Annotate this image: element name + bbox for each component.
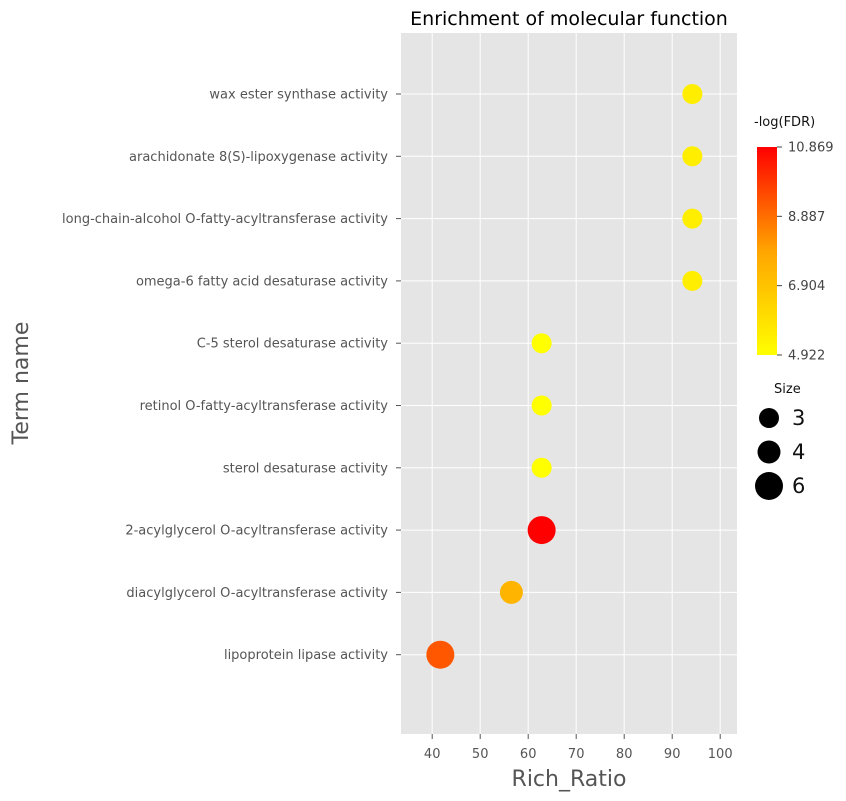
y-tick-label: wax ester synthase activity (209, 88, 388, 103)
x-tick-label: 90 (664, 747, 681, 762)
x-tick-label: 70 (568, 747, 585, 762)
size-legend-label: 6 (792, 474, 805, 498)
x-axis-label: Rich_Ratio (512, 767, 627, 792)
plot-panel (401, 33, 737, 734)
size-legend-label: 3 (792, 406, 805, 430)
x-tick-label: 100 (708, 747, 733, 762)
x-tick-label: 80 (616, 747, 633, 762)
colorbar-tick-label: 10.869 (788, 141, 834, 156)
size-legend-title: Size (774, 382, 801, 397)
colorbar-ticks: 10.869 8.887 6.904 4.922 (777, 141, 834, 364)
y-axis-label: Term name (9, 322, 34, 446)
data-point (531, 395, 552, 416)
colorbar-legend: -log(FDR) 10.869 8.887 6.904 4.922 (754, 115, 834, 364)
data-point (531, 333, 552, 354)
x-axis-ticks: 40 50 60 70 80 90 100 (424, 734, 733, 762)
colorbar-title: -log(FDR) (754, 115, 815, 130)
grid-lines (401, 33, 737, 734)
size-legend: Size 3 4 6 (755, 382, 805, 500)
y-tick-label: 2-acylglycerol O-acyltransferase activit… (125, 524, 388, 539)
data-point (531, 457, 552, 478)
colorbar-tick-label: 8.887 (788, 210, 825, 225)
y-axis-ticks: wax ester synthase activity arachidonate … (62, 88, 401, 663)
chart-title: Enrichment of molecular function (410, 8, 728, 30)
data-point (682, 84, 703, 104)
size-legend-marker (757, 440, 781, 464)
data-point (426, 640, 455, 669)
data-point (499, 580, 523, 604)
data-point (682, 208, 703, 229)
x-tick-label: 40 (424, 747, 441, 762)
data-point (527, 516, 556, 545)
data-point (682, 146, 703, 167)
y-tick-label: C-5 sterol desaturase activity (197, 337, 389, 352)
size-legend-label: 4 (792, 440, 805, 464)
y-tick-label: omega-6 fatty acid desaturase activity (136, 274, 388, 289)
y-tick-label: diacylglycerol O-acyltransferase activit… (126, 586, 388, 601)
x-tick-label: 60 (520, 747, 537, 762)
colorbar-tick-label: 6.904 (788, 279, 825, 294)
data-points (426, 84, 703, 669)
x-tick-label: 50 (472, 747, 489, 762)
y-tick-label: long-chain-alcohol O-fatty-acyltransfera… (62, 212, 388, 227)
colorbar-tick-label: 4.922 (788, 349, 825, 364)
data-point (682, 270, 703, 291)
size-legend-marker (755, 472, 783, 500)
size-legend-marker (759, 408, 779, 428)
y-tick-label: sterol desaturase activity (223, 461, 388, 476)
y-tick-label: retinol O-fatty-acyltransferase activity (140, 399, 389, 414)
colorbar-gradient (757, 147, 777, 355)
y-tick-label: arachidonate 8(S)-lipoxygenase activity (129, 150, 388, 165)
y-tick-label: lipoprotein lipase activity (224, 648, 388, 663)
